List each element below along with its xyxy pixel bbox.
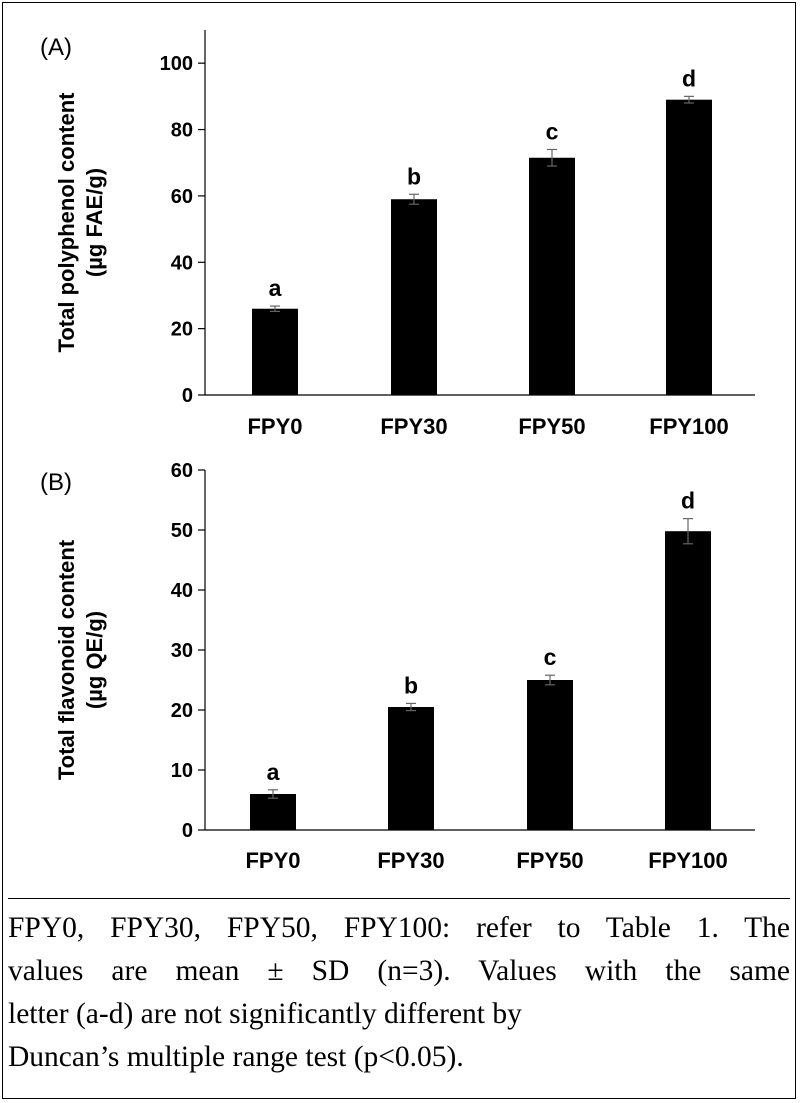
y-tick-label-b-6: 60 bbox=[171, 460, 193, 482]
significance-letter-b-FPY0: a bbox=[267, 759, 280, 785]
panel-label-b: (B) bbox=[40, 469, 72, 496]
error-bar-a-FPY100 bbox=[684, 95, 694, 104]
error-bar-a-FPY50 bbox=[547, 148, 557, 167]
error-bar-b-FPY0 bbox=[268, 789, 278, 799]
x-tick-label-a-FPY100: FPY100 bbox=[649, 414, 729, 439]
error-bar-b-FPY100 bbox=[683, 517, 693, 545]
caption-line-3: letter (a-d) are not significantly diffe… bbox=[8, 998, 522, 1030]
chart-panel-a: (A) 0 20 40 60 80 100 Total polyphenol content(… bbox=[40, 30, 755, 439]
bar-a-FPY0 bbox=[252, 308, 298, 395]
y-tick-label-b-4: 40 bbox=[171, 580, 193, 602]
caption-line-4: Duncan’s multiple range test (p<0.05). bbox=[8, 1041, 464, 1073]
error-bar-a-FPY30 bbox=[409, 193, 419, 205]
y-tick-label-b-3: 30 bbox=[171, 640, 193, 662]
y-tick-label-a-2: 40 bbox=[171, 252, 193, 274]
bar-b-FPY0 bbox=[250, 794, 296, 830]
y-tick-label-b-5: 50 bbox=[171, 520, 193, 542]
y-tick-label-a-1: 20 bbox=[171, 319, 193, 341]
significance-letter-a-FPY50: c bbox=[546, 118, 559, 144]
significance-letter-b-FPY50: c bbox=[544, 644, 557, 670]
y-axis-title-a-line-2: (µg FAE/g) bbox=[82, 168, 107, 277]
x-tick-label-b-FPY0: FPY0 bbox=[245, 848, 300, 873]
y-axis-title-b-line-1: Total flavonoid content bbox=[54, 539, 79, 780]
x-tick-label-b-FPY30: FPY30 bbox=[377, 848, 444, 873]
error-bar-b-FPY50 bbox=[545, 674, 555, 686]
y-tick-label-a-4: 80 bbox=[171, 120, 193, 142]
chart-panel-b: (B) 0 10 20 30 40 50 60 Total flavonoid content(… bbox=[40, 460, 755, 873]
significance-letter-a-FPY0: a bbox=[269, 275, 282, 301]
significance-letter-b-FPY100: d bbox=[681, 488, 695, 514]
figure-caption: FPY0, FPY30, FPY50, FPY100: refer to Tab… bbox=[8, 898, 790, 1096]
caption-line-1: FPY0, FPY30, FPY50, FPY100: refer to Tab… bbox=[8, 912, 790, 944]
panel-label-a: (A) bbox=[40, 34, 72, 61]
error-bar-a-FPY0 bbox=[270, 305, 280, 312]
bar-a-FPY30 bbox=[391, 199, 437, 395]
y-tick-label-b-2: 20 bbox=[171, 700, 193, 722]
x-tick-label-a-FPY50: FPY50 bbox=[518, 414, 585, 439]
x-tick-label-b-FPY100: FPY100 bbox=[648, 848, 728, 873]
x-tick-label-a-FPY30: FPY30 bbox=[380, 414, 447, 439]
y-axis-title-b-line-2: (µg QE/g) bbox=[82, 611, 107, 709]
y-axis-title-a-line-1: Total polyphenol content bbox=[54, 92, 79, 353]
y-tick-label-a-5: 100 bbox=[160, 53, 193, 75]
bar-b-FPY30 bbox=[388, 707, 434, 830]
y-tick-label-a-3: 60 bbox=[171, 186, 193, 208]
significance-letter-b-FPY30: b bbox=[404, 672, 418, 698]
caption-line-2: values are mean ± SD (n=3). Values with … bbox=[8, 955, 790, 987]
bar-b-FPY100 bbox=[665, 531, 711, 830]
y-tick-label-b-1: 10 bbox=[171, 760, 193, 782]
x-tick-label-a-FPY0: FPY0 bbox=[247, 414, 302, 439]
bar-b-FPY50 bbox=[527, 680, 573, 830]
y-tick-label-a-0: 0 bbox=[182, 385, 193, 407]
significance-letter-a-FPY100: d bbox=[682, 65, 696, 91]
bar-a-FPY100 bbox=[666, 99, 712, 395]
significance-letter-a-FPY30: b bbox=[407, 163, 421, 189]
x-tick-label-b-FPY50: FPY50 bbox=[516, 848, 583, 873]
error-bar-b-FPY30 bbox=[406, 702, 416, 712]
y-tick-label-b-0: 0 bbox=[182, 820, 193, 842]
bar-a-FPY50 bbox=[529, 157, 575, 395]
